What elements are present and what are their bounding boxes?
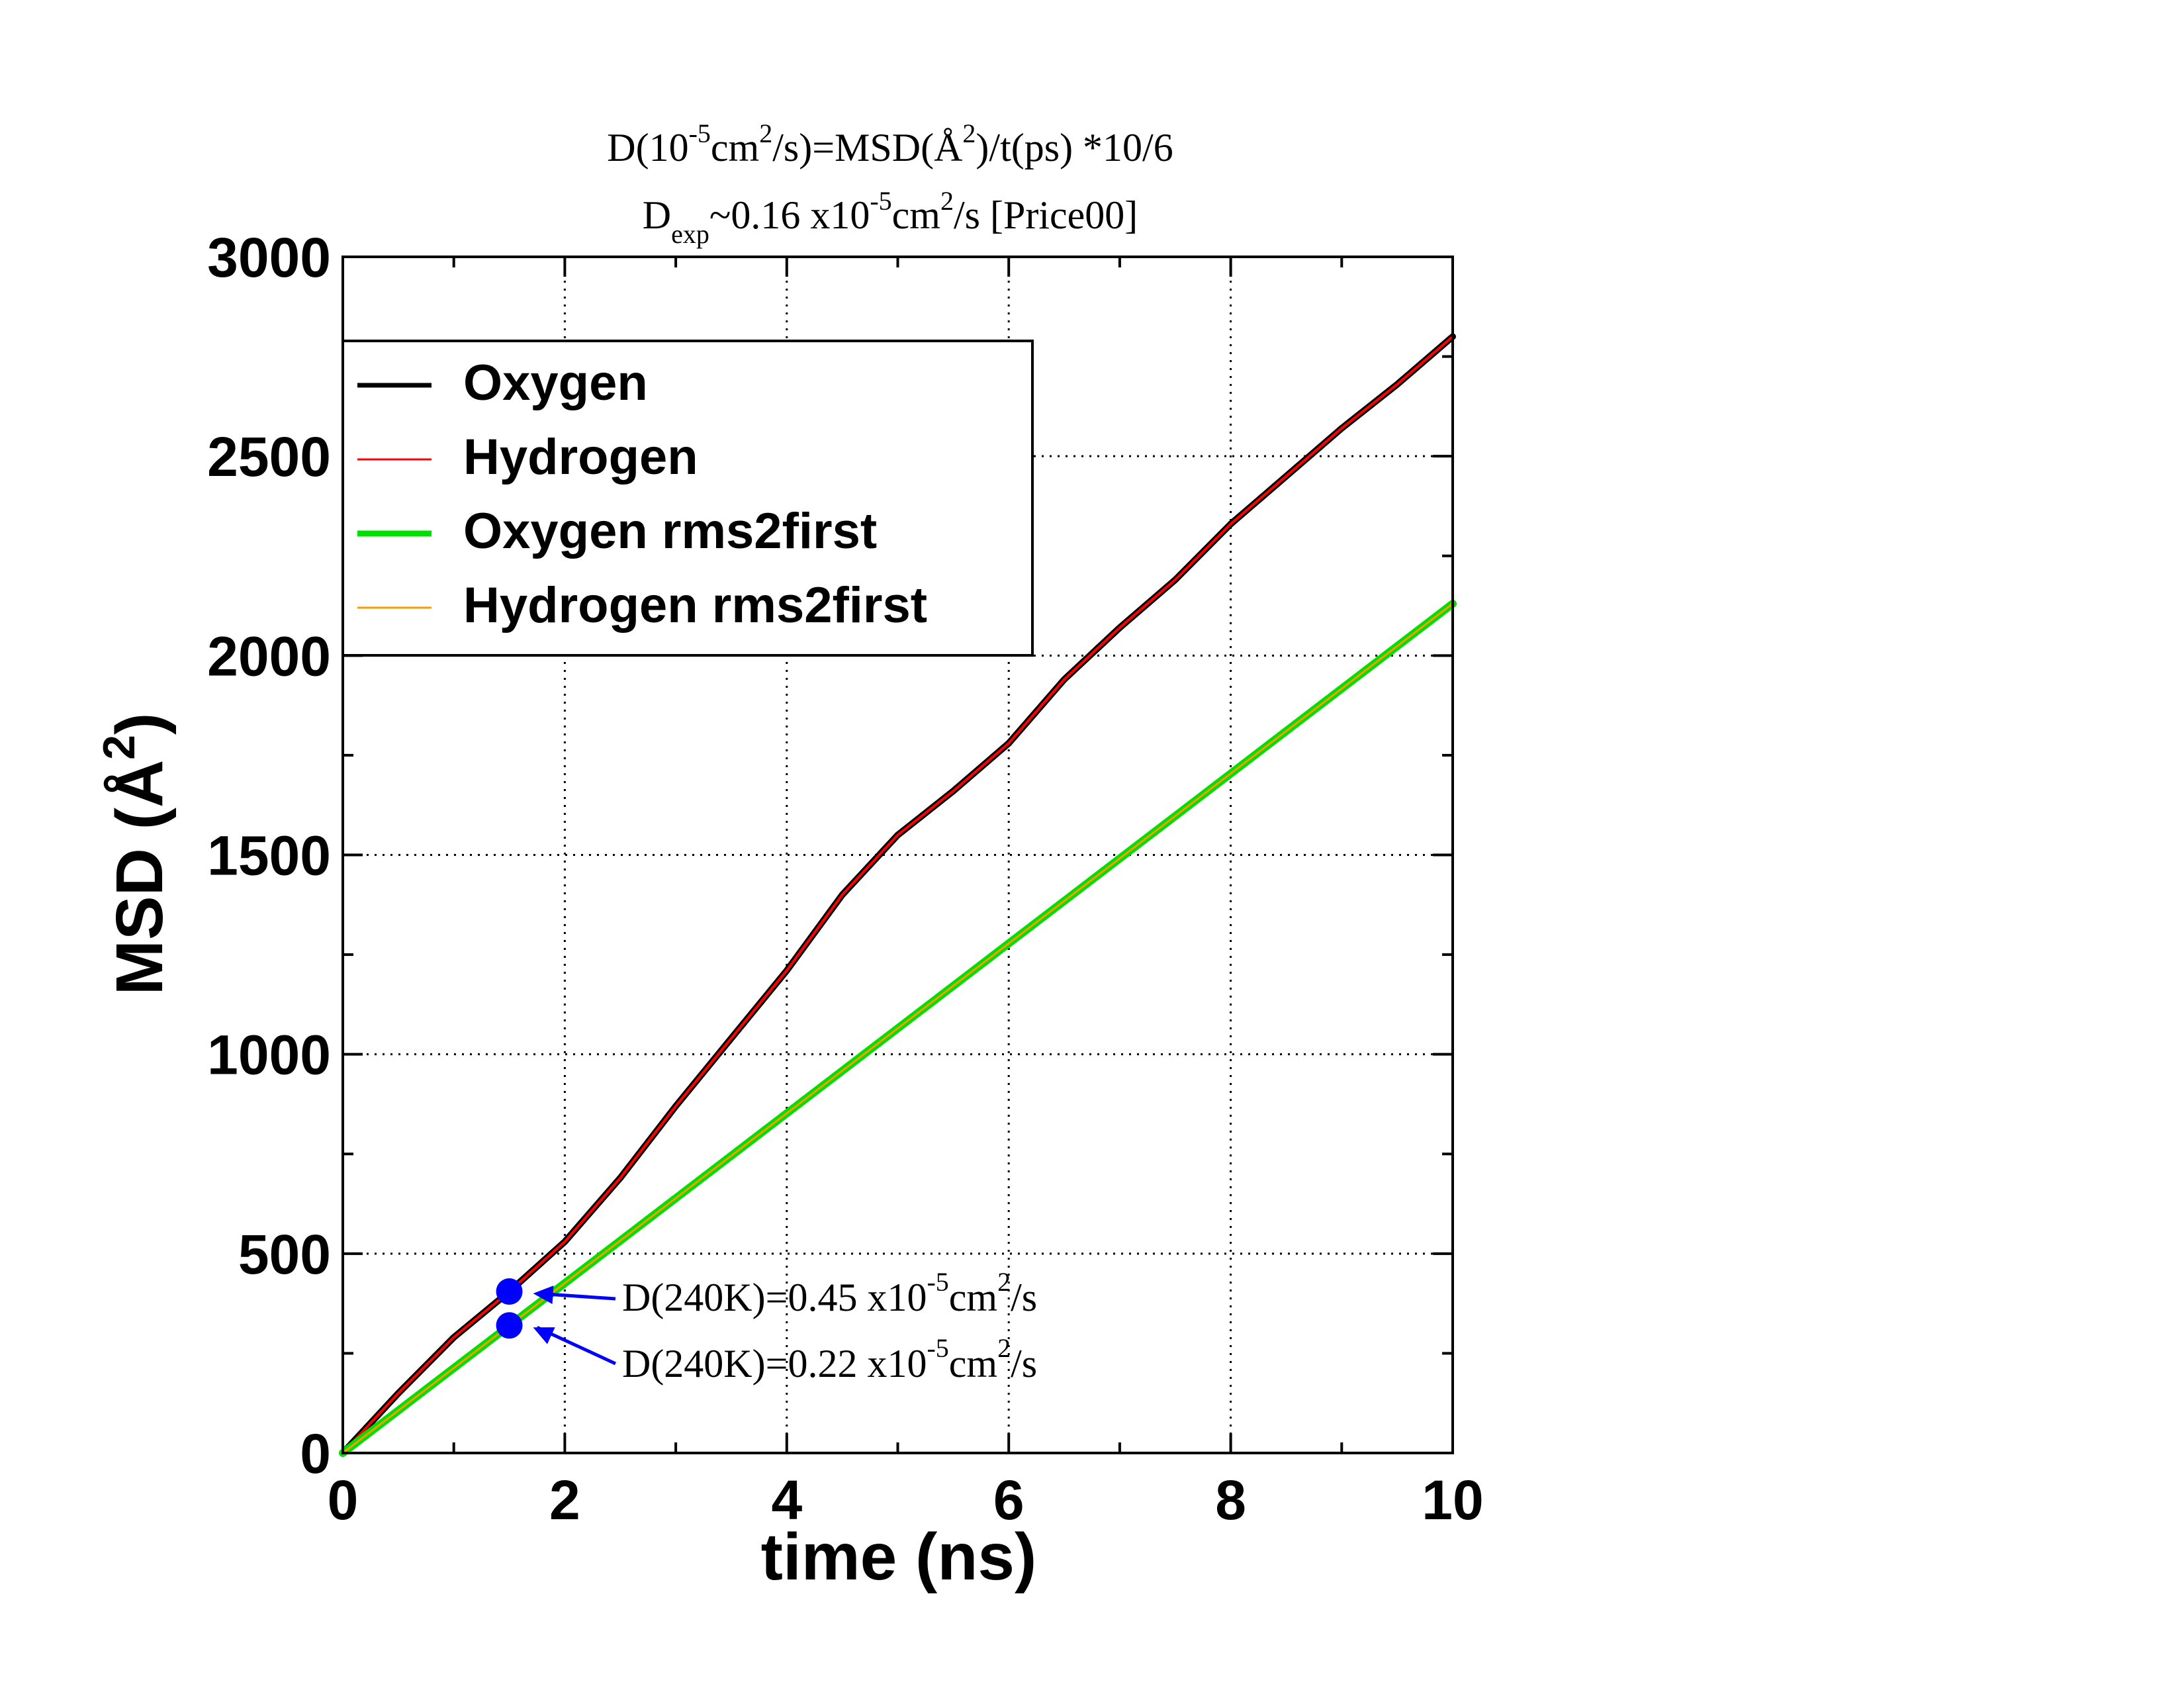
legend: Oxygen Hydrogen Oxygen rms2first Hydroge… — [341, 340, 1034, 657]
annotation-label-1: D(240K)=0.22 x10-5cm2/s — [622, 1333, 1037, 1385]
y-tick-label: 0 — [300, 1423, 331, 1485]
series-lines — [339, 333, 1457, 1457]
x-axis-label: time (ns) — [761, 1520, 1037, 1594]
annotation-marker — [496, 1278, 523, 1305]
legend-label-hydrogen: Hydrogen — [463, 429, 698, 485]
x-tick-label: 0 — [328, 1469, 359, 1531]
y-axis-label: MSD (Å2) — [94, 713, 177, 996]
legend-label-oxygen: Oxygen — [463, 355, 648, 411]
legend-label-hydrogen-rms2first: Hydrogen rms2first — [463, 577, 927, 633]
series-line-hydrogen — [341, 335, 1454, 1454]
x-tick-label: 10 — [1422, 1469, 1483, 1531]
legend-label-oxygen-rms2first: Oxygen rms2first — [463, 503, 877, 559]
annotation-arrow-head — [533, 1327, 555, 1344]
series-line-hydrogen-rms2first — [341, 602, 1454, 1454]
annotation-arrow-head — [533, 1286, 554, 1305]
annotation-label-0: D(240K)=0.45 x10-5cm2/s — [622, 1267, 1037, 1319]
annotation-marker — [496, 1312, 523, 1339]
y-tick-label: 500 — [238, 1223, 331, 1286]
x-tick-label: 2 — [549, 1469, 580, 1531]
x-tick-label: 6 — [993, 1469, 1024, 1531]
x-tick-label: 4 — [771, 1469, 802, 1531]
y-tick-label: 1500 — [207, 825, 331, 887]
tick-labels: 0 2 4 6 8 10 0 500 1000 1500 2000 2500 3000 — [207, 226, 1484, 1531]
x-tick-label: 8 — [1215, 1469, 1246, 1531]
y-tick-label: 1000 — [207, 1024, 331, 1086]
y-tick-label: 3000 — [207, 226, 331, 289]
chart-title-line1: D(10-5cm2/s)=MSD(Å2)/t(ps) *10/6 — [607, 118, 1173, 169]
annotations — [496, 1278, 617, 1366]
y-tick-label: 2000 — [207, 625, 331, 687]
chart-title-line2: Dexp~0.16 x10-5cm2/s [Price00] — [643, 186, 1138, 249]
y-tick-label: 2500 — [207, 426, 331, 488]
plot-frame — [341, 256, 1454, 1454]
legend-box — [341, 340, 1034, 657]
